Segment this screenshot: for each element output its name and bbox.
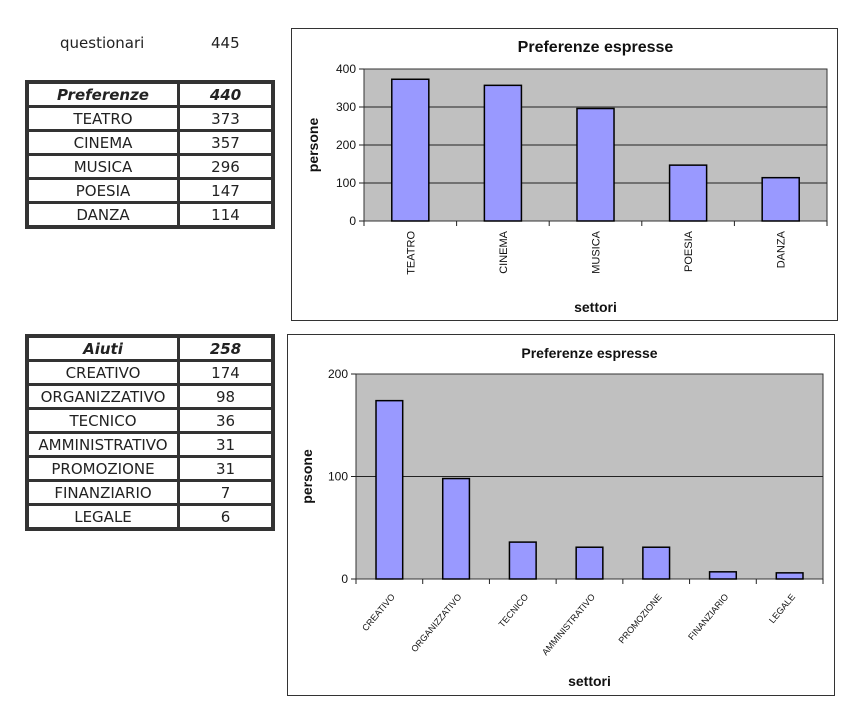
row-value: 174 — [180, 359, 271, 383]
table-row: MUSICA 296 — [29, 153, 271, 177]
row-label: AMMINISTRATIVO — [29, 431, 180, 455]
table-header-row: Preferenze 440 — [29, 84, 271, 105]
row-value: 7 — [180, 479, 271, 503]
y-tick-label: 300 — [336, 100, 356, 114]
header-label: Preferenze — [29, 84, 180, 105]
row-label: DANZA — [29, 201, 180, 225]
x-tick-label: POESIA — [683, 230, 695, 272]
aiuti-chart-svg: Preferenze espresse 0 100 200 CREATIVO ORGANI… — [299, 345, 824, 689]
y-tick-label: 100 — [328, 470, 348, 484]
aiuti-table: Aiuti 258 CREATIVO 174 ORGANIZZATIVO 98 … — [25, 334, 275, 531]
row-value: 114 — [180, 201, 271, 225]
bar — [508, 541, 537, 580]
bar — [775, 572, 804, 580]
x-tick-label: ORGANIZZATIVO — [409, 592, 463, 654]
bar — [708, 571, 738, 580]
preferenze-table: Preferenze 440 TEATRO 373 CINEMA 357 MUS… — [25, 80, 275, 229]
bar — [441, 477, 471, 580]
row-label: CINEMA — [29, 129, 180, 153]
y-tick-label: 200 — [336, 138, 356, 152]
table-row: AMMINISTRATIVO 31 — [29, 431, 271, 455]
bar — [761, 176, 800, 222]
chart-title: Preferenze espresse — [521, 345, 657, 361]
y-tick-label: 0 — [349, 214, 356, 228]
row-label: CREATIVO — [29, 359, 180, 383]
row-value: 6 — [180, 503, 271, 527]
x-tick-label: LEGALE — [767, 592, 797, 625]
header-value: 440 — [180, 84, 271, 105]
bar — [391, 78, 430, 222]
row-label: ORGANIZZATIVO — [29, 383, 180, 407]
table-row: CREATIVO 174 — [29, 359, 271, 383]
header-value: 258 — [180, 338, 271, 359]
y-tick-label: 400 — [336, 62, 356, 76]
y-tick-label: 200 — [328, 367, 348, 381]
x-tick-label: CREATIVO — [360, 592, 397, 633]
y-tick-label: 100 — [336, 176, 356, 190]
bar — [642, 546, 671, 580]
x-tick-label: MUSICA — [591, 230, 603, 273]
row-label: PROMOZIONE — [29, 455, 180, 479]
table-row: POESIA 147 — [29, 177, 271, 201]
questionari-value: 445 — [211, 34, 240, 52]
table-row: TEATRO 373 — [29, 105, 271, 129]
bar — [668, 164, 708, 222]
table-row: ORGANIZZATIVO 98 — [29, 383, 271, 407]
table-row: LEGALE 6 — [29, 503, 271, 527]
y-axis-label: persone — [305, 118, 321, 173]
table-row: TECNICO 36 — [29, 407, 271, 431]
table-row: DANZA 114 — [29, 201, 271, 225]
row-value: 373 — [180, 105, 271, 129]
row-label: LEGALE — [29, 503, 180, 527]
row-value: 357 — [180, 129, 271, 153]
row-value: 36 — [180, 407, 271, 431]
x-tick-label: DANZA — [776, 230, 788, 268]
x-tick-label: FINANZIARIO — [686, 592, 730, 642]
questionari-label: questionari — [60, 34, 145, 52]
row-value: 296 — [180, 153, 271, 177]
row-label: POESIA — [29, 177, 180, 201]
x-tick-label: AMMINISTRATIVO — [540, 592, 597, 657]
x-tick-label: TECNICO — [497, 592, 531, 629]
bar — [483, 84, 523, 222]
row-value: 147 — [180, 177, 271, 201]
table-header-row: Aiuti 258 — [29, 338, 271, 359]
x-tick-label: CINEMA — [498, 230, 510, 273]
x-axis-label: settori — [568, 673, 611, 689]
row-value: 31 — [180, 455, 271, 479]
bar — [576, 107, 615, 222]
y-axis-label: persone — [299, 449, 315, 504]
preferenze-chart: Preferenze espresse 0 100 200 300 400 TEATRO CI… — [291, 28, 838, 321]
x-axis-label: settori — [574, 299, 617, 315]
bar — [375, 399, 404, 580]
row-label: TECNICO — [29, 407, 180, 431]
table-row: PROMOZIONE 31 — [29, 455, 271, 479]
table-row: FINANZIARIO 7 — [29, 479, 271, 503]
row-value: 98 — [180, 383, 271, 407]
y-tick-label: 0 — [341, 572, 348, 586]
preferenze-chart-svg: Preferenze espresse 0 100 200 300 400 TEATRO CI… — [305, 39, 828, 315]
x-tick-label: PROMOZIONE — [617, 592, 664, 646]
row-label: TEATRO — [29, 105, 180, 129]
row-label: FINANZIARIO — [29, 479, 180, 503]
chart-title: Preferenze espresse — [518, 39, 674, 56]
x-tick-label: TEATRO — [405, 231, 417, 275]
aiuti-chart: Preferenze espresse 0 100 200 CREATIVO ORGANI… — [287, 334, 835, 696]
row-label: MUSICA — [29, 153, 180, 177]
table-row: CINEMA 357 — [29, 129, 271, 153]
header-label: Aiuti — [29, 338, 180, 359]
bar — [575, 546, 604, 580]
row-value: 31 — [180, 431, 271, 455]
